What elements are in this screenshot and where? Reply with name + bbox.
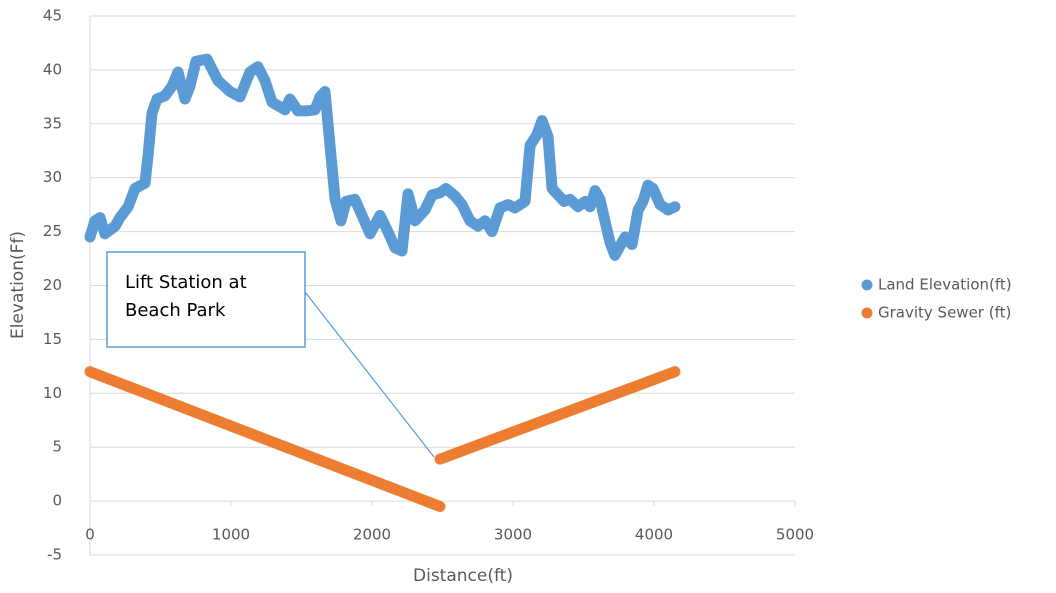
- series-markers: [84, 53, 681, 261]
- legend-marker: [861, 279, 873, 291]
- series-markers: [84, 366, 681, 512]
- x-tick-label: 1000: [212, 526, 250, 544]
- annotation-text: Lift Station at: [125, 272, 247, 293]
- y-tick-label: 45: [43, 7, 62, 25]
- y-tick-label: 15: [43, 330, 62, 348]
- y-tick-label: 35: [43, 114, 62, 132]
- y-tick-label: 25: [43, 222, 62, 240]
- callout-leader: [304, 291, 435, 458]
- x-tick-label: 2000: [353, 526, 391, 544]
- y-axis-label: Elevation(Ff): [8, 231, 28, 339]
- y-tick-label: 5: [52, 438, 62, 456]
- x-tick-label: 3000: [494, 526, 532, 544]
- x-tick-label: 0: [85, 526, 95, 544]
- x-tick-label: 4000: [635, 526, 673, 544]
- legend-marker: [861, 307, 873, 319]
- y-tick-label: -5: [47, 546, 62, 564]
- legend-label: Gravity Sewer (ft): [878, 304, 1011, 322]
- y-tick-label: 40: [43, 60, 62, 78]
- y-tick-label: 10: [43, 384, 62, 402]
- x-tick-label: 5000: [776, 526, 814, 544]
- annotation-text: Beach Park: [125, 300, 226, 321]
- y-tick-label: 30: [43, 168, 62, 186]
- legend-label: Land Elevation(ft): [878, 276, 1012, 294]
- callout-box: [106, 251, 306, 348]
- x-axis-label: Distance(ft): [413, 566, 513, 586]
- y-tick-label: 0: [52, 492, 62, 510]
- y-tick-label: 20: [43, 276, 62, 294]
